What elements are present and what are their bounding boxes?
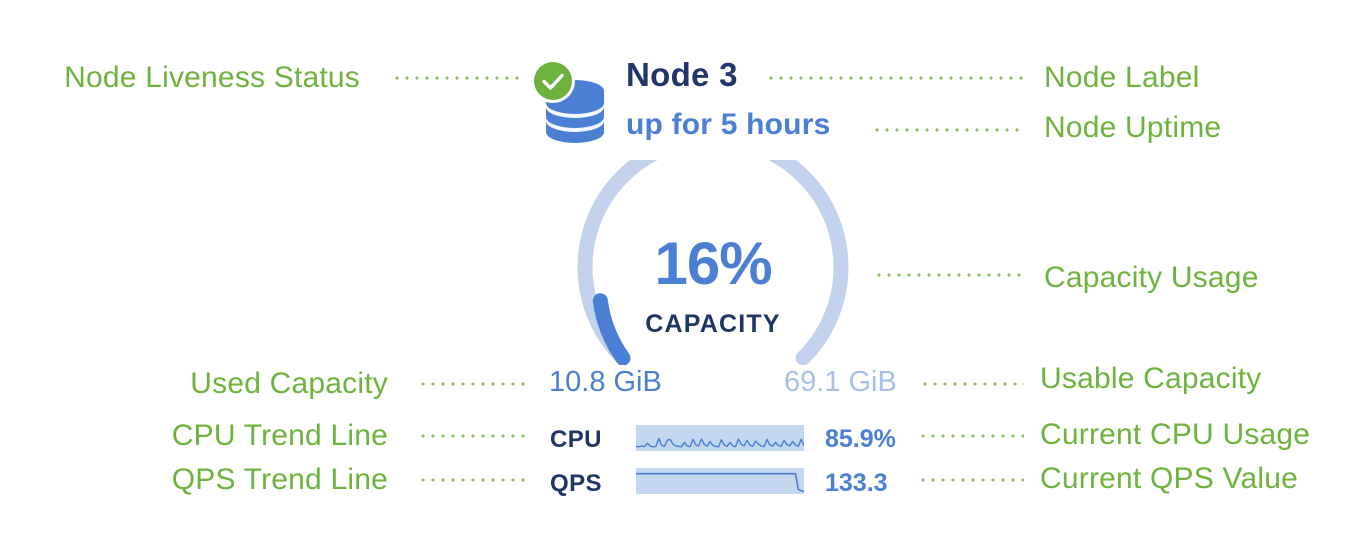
annotation-usable-capacity: Usable Capacity [1040, 362, 1262, 395]
cpu-metric-value: 85.9% [825, 425, 896, 453]
annotation-cpu-trend-line: CPU Trend Line [171, 419, 388, 452]
leader-node-liveness-status [392, 76, 524, 80]
annotation-current-qps-value: Current QPS Value [1040, 462, 1298, 495]
annotation-node-label: Node Label [1044, 61, 1200, 94]
usable-capacity-value: 69.1 GiB [784, 366, 897, 398]
qps-metric-label: QPS [550, 470, 602, 497]
annotation-node-liveness-status: Node Liveness Status [64, 61, 360, 94]
gauge-caption: CAPACITY [645, 310, 781, 338]
leader-cpu-trend-line [418, 434, 528, 438]
annotation-current-cpu-usage: Current CPU Usage [1040, 418, 1311, 451]
annotation-capacity-usage: Capacity Usage [1044, 261, 1259, 294]
node-uptime-text: up for 5 hours [626, 108, 831, 141]
annotation-qps-trend-line: QPS Trend Line [171, 463, 388, 496]
qps-sparkline-path [636, 472, 805, 493]
leader-qps-trend-line [418, 478, 528, 482]
node-status-icon-group [528, 58, 606, 150]
gauge-percent-text: 16% [654, 230, 772, 297]
leader-current-cpu-usage [918, 434, 1024, 438]
used-capacity-value: 10.8 GiB [549, 366, 662, 398]
leader-used-capacity [418, 382, 528, 386]
leader-node-uptime [872, 128, 1024, 132]
cpu-sparkline-path [635, 437, 805, 448]
leader-usable-capacity [920, 382, 1024, 386]
leader-current-qps-value [918, 478, 1024, 482]
leader-capacity-usage [874, 273, 1024, 277]
cpu-sparkline [635, 425, 805, 451]
qps-metric-value: 133.3 [825, 469, 888, 497]
leader-node-label [766, 76, 1024, 80]
annotation-node-uptime: Node Uptime [1044, 111, 1222, 144]
qps-sparkline [636, 468, 805, 494]
node-label-text: Node 3 [626, 56, 738, 93]
capacity-gauge: 16% CAPACITY [558, 131, 868, 366]
cpu-metric-label: CPU [550, 426, 602, 453]
gauge-fill [592, 293, 631, 366]
check-circle-icon [531, 59, 575, 103]
annotation-used-capacity: Used Capacity [190, 367, 388, 400]
